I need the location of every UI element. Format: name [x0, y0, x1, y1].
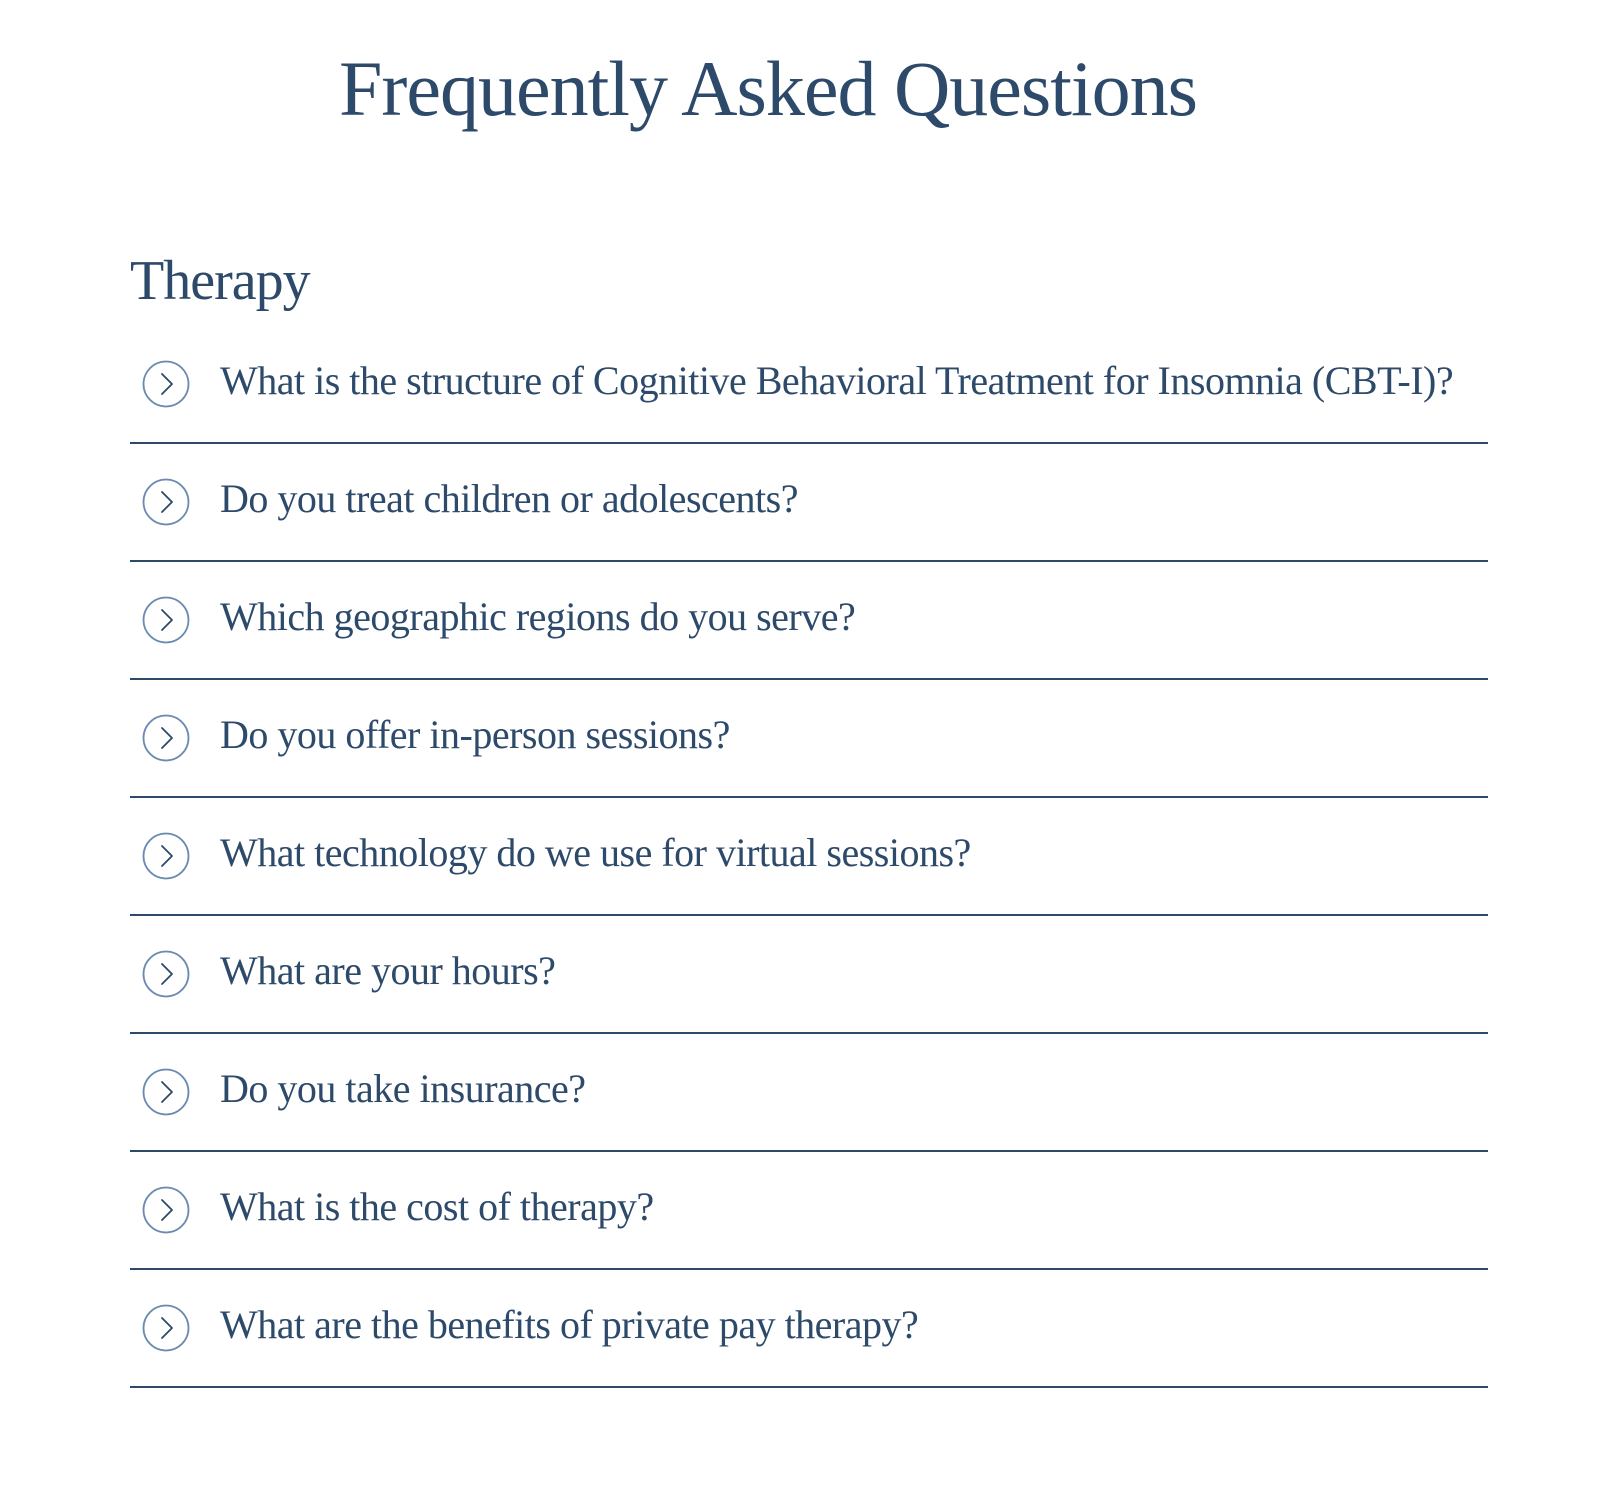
faq-item[interactable]: What is the cost of therapy?: [130, 1152, 1488, 1270]
faq-item[interactable]: Do you offer in-person sessions?: [130, 680, 1488, 798]
faq-item[interactable]: Which geographic regions do you serve?: [130, 562, 1488, 680]
chevron-right-circle-icon: [142, 360, 190, 408]
page-title: Frequently Asked Questions: [339, 45, 1198, 132]
chevron-right-circle-icon: [142, 478, 190, 526]
chevron-right-circle-icon: [142, 950, 190, 998]
faq-item[interactable]: What technology do we use for virtual se…: [130, 798, 1488, 916]
chevron-right-circle-icon: [142, 1186, 190, 1234]
faq-item[interactable]: What are your hours?: [130, 916, 1488, 1034]
faq-question: What technology do we use for virtual se…: [220, 830, 971, 875]
faq-question: Do you take insurance?: [220, 1066, 586, 1111]
faq-question: What is the cost of therapy?: [220, 1184, 654, 1229]
faq-item[interactable]: What is the structure of Cognitive Behav…: [130, 326, 1488, 444]
chevron-right-circle-icon: [142, 832, 190, 880]
faq-question: Do you treat children or adolescents?: [220, 476, 798, 521]
faq-list: What is the structure of Cognitive Behav…: [130, 326, 1488, 1388]
faq-question: Do you offer in-person sessions?: [220, 712, 730, 757]
faq-question: Which geographic regions do you serve?: [220, 594, 856, 639]
chevron-right-circle-icon: [142, 714, 190, 762]
faq-question: What is the structure of Cognitive Behav…: [220, 358, 1454, 403]
chevron-right-circle-icon: [142, 1068, 190, 1116]
chevron-right-circle-icon: [142, 1304, 190, 1352]
section-title-therapy: Therapy: [130, 250, 311, 312]
faq-item[interactable]: Do you take insurance?: [130, 1034, 1488, 1152]
faq-question: What are your hours?: [220, 948, 556, 993]
faq-item[interactable]: Do you treat children or adolescents?: [130, 444, 1488, 562]
faq-item[interactable]: What are the benefits of private pay the…: [130, 1270, 1488, 1388]
chevron-right-circle-icon: [142, 596, 190, 644]
faq-question: What are the benefits of private pay the…: [220, 1302, 919, 1347]
